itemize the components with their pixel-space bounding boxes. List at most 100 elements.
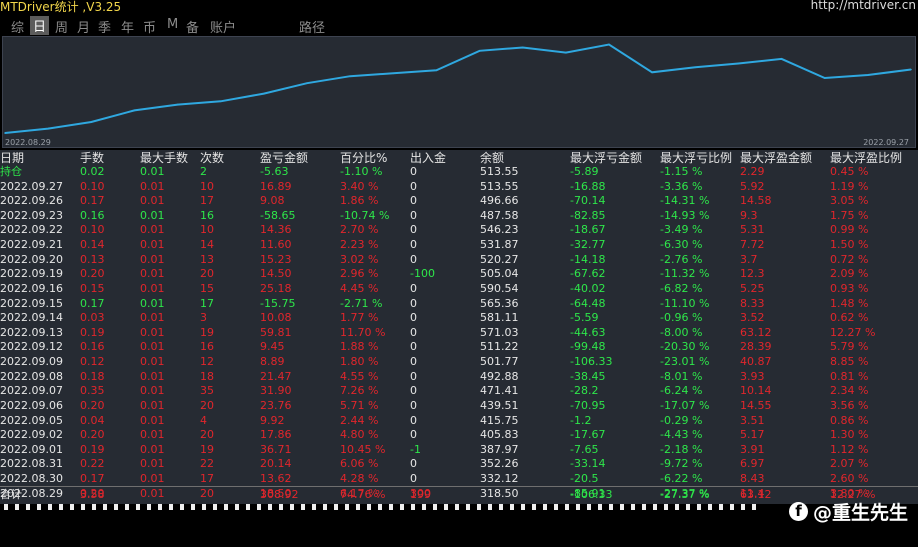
row-cell: 0 — [410, 355, 417, 369]
row-cell: 0.17 — [80, 472, 105, 486]
row-cell: -17.67 — [570, 428, 606, 442]
row-cell: 3.05 % — [830, 194, 869, 208]
equity-point — [910, 68, 912, 71]
row-cell: 581.11 — [480, 311, 519, 325]
row-cell: 0.19 — [80, 325, 105, 339]
tab-5[interactable]: 年 — [121, 21, 135, 36]
row-date: 2022.09.20 — [0, 252, 63, 266]
row-cell: 0.16 — [80, 340, 105, 354]
row-cell: 5.25 — [740, 281, 765, 295]
row-cell: 20.14 — [260, 457, 292, 471]
tab-7[interactable]: M — [167, 17, 179, 32]
bottom-tick-strip — [0, 504, 918, 547]
tab-8[interactable]: 备 — [186, 21, 200, 36]
row-date: 2022.09.27 — [0, 179, 63, 193]
col-header: 次数 — [200, 151, 225, 165]
holding-cell: 2.29 — [740, 165, 765, 178]
tick-mark — [400, 504, 404, 510]
row-cell: 2.70 % — [340, 223, 379, 237]
row-cell: 0 — [410, 208, 417, 222]
tick-mark — [444, 504, 448, 510]
row-cell: -4.43 % — [660, 428, 703, 442]
tick-mark — [81, 504, 85, 510]
row-cell: 11.60 — [260, 238, 292, 252]
row-cell: 0.01 — [140, 194, 165, 208]
tab-6[interactable]: 币 — [143, 21, 157, 36]
row-cell: 3.52 — [740, 311, 765, 325]
watermark: f @重生先生 — [788, 497, 908, 525]
row-cell: 1.50 % — [830, 238, 869, 252]
row-cell: 0.01 — [140, 413, 165, 427]
tab-10[interactable]: 路径 — [299, 21, 326, 36]
tick-mark — [147, 504, 151, 510]
equity-point — [4, 132, 6, 134]
tab-4[interactable]: 季 — [98, 21, 112, 36]
row-cell: -14.93 % — [660, 208, 710, 222]
tick-mark — [653, 504, 657, 510]
tick-mark — [466, 504, 470, 510]
row-cell: 6.97 — [740, 457, 765, 471]
tick-mark — [389, 504, 393, 510]
row-cell: 1.86 % — [340, 194, 379, 208]
row-cell: 8.89 — [260, 355, 285, 369]
row-cell: 0 — [410, 457, 417, 471]
equity-point — [435, 69, 438, 72]
tab-0[interactable]: 综 — [11, 21, 25, 36]
row-cell: 12.3 — [740, 267, 765, 281]
row-cell: 1.30 % — [830, 428, 869, 442]
row-cell: 0 — [410, 194, 417, 208]
row-cell: -3.49 % — [660, 223, 703, 237]
holding-cell: 513.55 — [480, 165, 519, 178]
row-cell: 3.40 % — [340, 179, 379, 193]
row-cell: -27.37 % — [660, 486, 710, 500]
site-url-link[interactable]: http://mtdriver.cn — [810, 0, 916, 12]
row-cell: 0.12 — [80, 355, 105, 369]
col-header: 最大浮亏比例 — [660, 151, 733, 165]
row-cell: 17 — [200, 296, 214, 310]
row-date: 2022.09.13 — [0, 325, 63, 339]
row-cell: 13.62 — [260, 472, 292, 486]
row-cell: 5.79 % — [830, 340, 869, 354]
tab-3[interactable]: 月 — [77, 21, 91, 36]
tick-mark — [554, 504, 558, 510]
row-cell: 14.55 — [740, 398, 772, 412]
row-cell: 0.20 — [80, 428, 105, 442]
col-header: 最大浮盈金额 — [740, 151, 813, 165]
row-cell: 0.20 — [80, 486, 105, 500]
tick-mark — [620, 504, 624, 510]
row-cell: 18 — [200, 369, 214, 383]
tab-2[interactable]: 周 — [55, 21, 69, 36]
tab-1[interactable]: 日 — [30, 16, 50, 35]
row-cell: -0.96 % — [660, 311, 703, 325]
row-cell: 0 — [410, 296, 417, 310]
row-cell: 0 — [410, 340, 417, 354]
row-cell: 0 — [410, 384, 417, 398]
row-cell: 3.93 — [740, 369, 765, 383]
app-title: MTDriver统计 ,V3.25 — [0, 0, 122, 14]
row-cell: 4.55 % — [340, 369, 379, 383]
holding-cell: 2 — [200, 165, 207, 178]
row-cell: 63.12 — [740, 325, 772, 339]
totals-pnl: 308.92 — [260, 488, 299, 501]
row-cell: 9.3 — [740, 208, 758, 222]
totals-max-fp-pct: 12.27 % — [830, 488, 876, 501]
row-cell: 2.23 % — [340, 238, 379, 252]
row-cell: 1.75 % — [830, 208, 869, 222]
tab-9[interactable]: 账户 — [210, 21, 237, 36]
row-cell: -11.10 % — [660, 296, 710, 310]
row-cell: -70.95 — [570, 398, 606, 412]
row-cell: 4 — [200, 413, 207, 427]
totals-label: 合计 — [0, 488, 22, 501]
row-cell: 0.01 — [140, 486, 165, 500]
row-cell: 3.56 % — [830, 398, 869, 412]
row-cell: -8.00 % — [660, 325, 703, 339]
row-cell: 12.27 % — [830, 325, 876, 339]
row-cell: 3.7 — [740, 252, 758, 266]
holding-cell: 0.45 % — [830, 165, 869, 178]
totals-flow: 199 — [410, 488, 431, 501]
row-cell: 1.48 % — [830, 296, 869, 310]
col-header: 手数 — [80, 151, 105, 165]
row-cell: 3.02 % — [340, 252, 379, 266]
row-cell: 14.50 — [260, 267, 292, 281]
equity-line — [4, 43, 912, 134]
